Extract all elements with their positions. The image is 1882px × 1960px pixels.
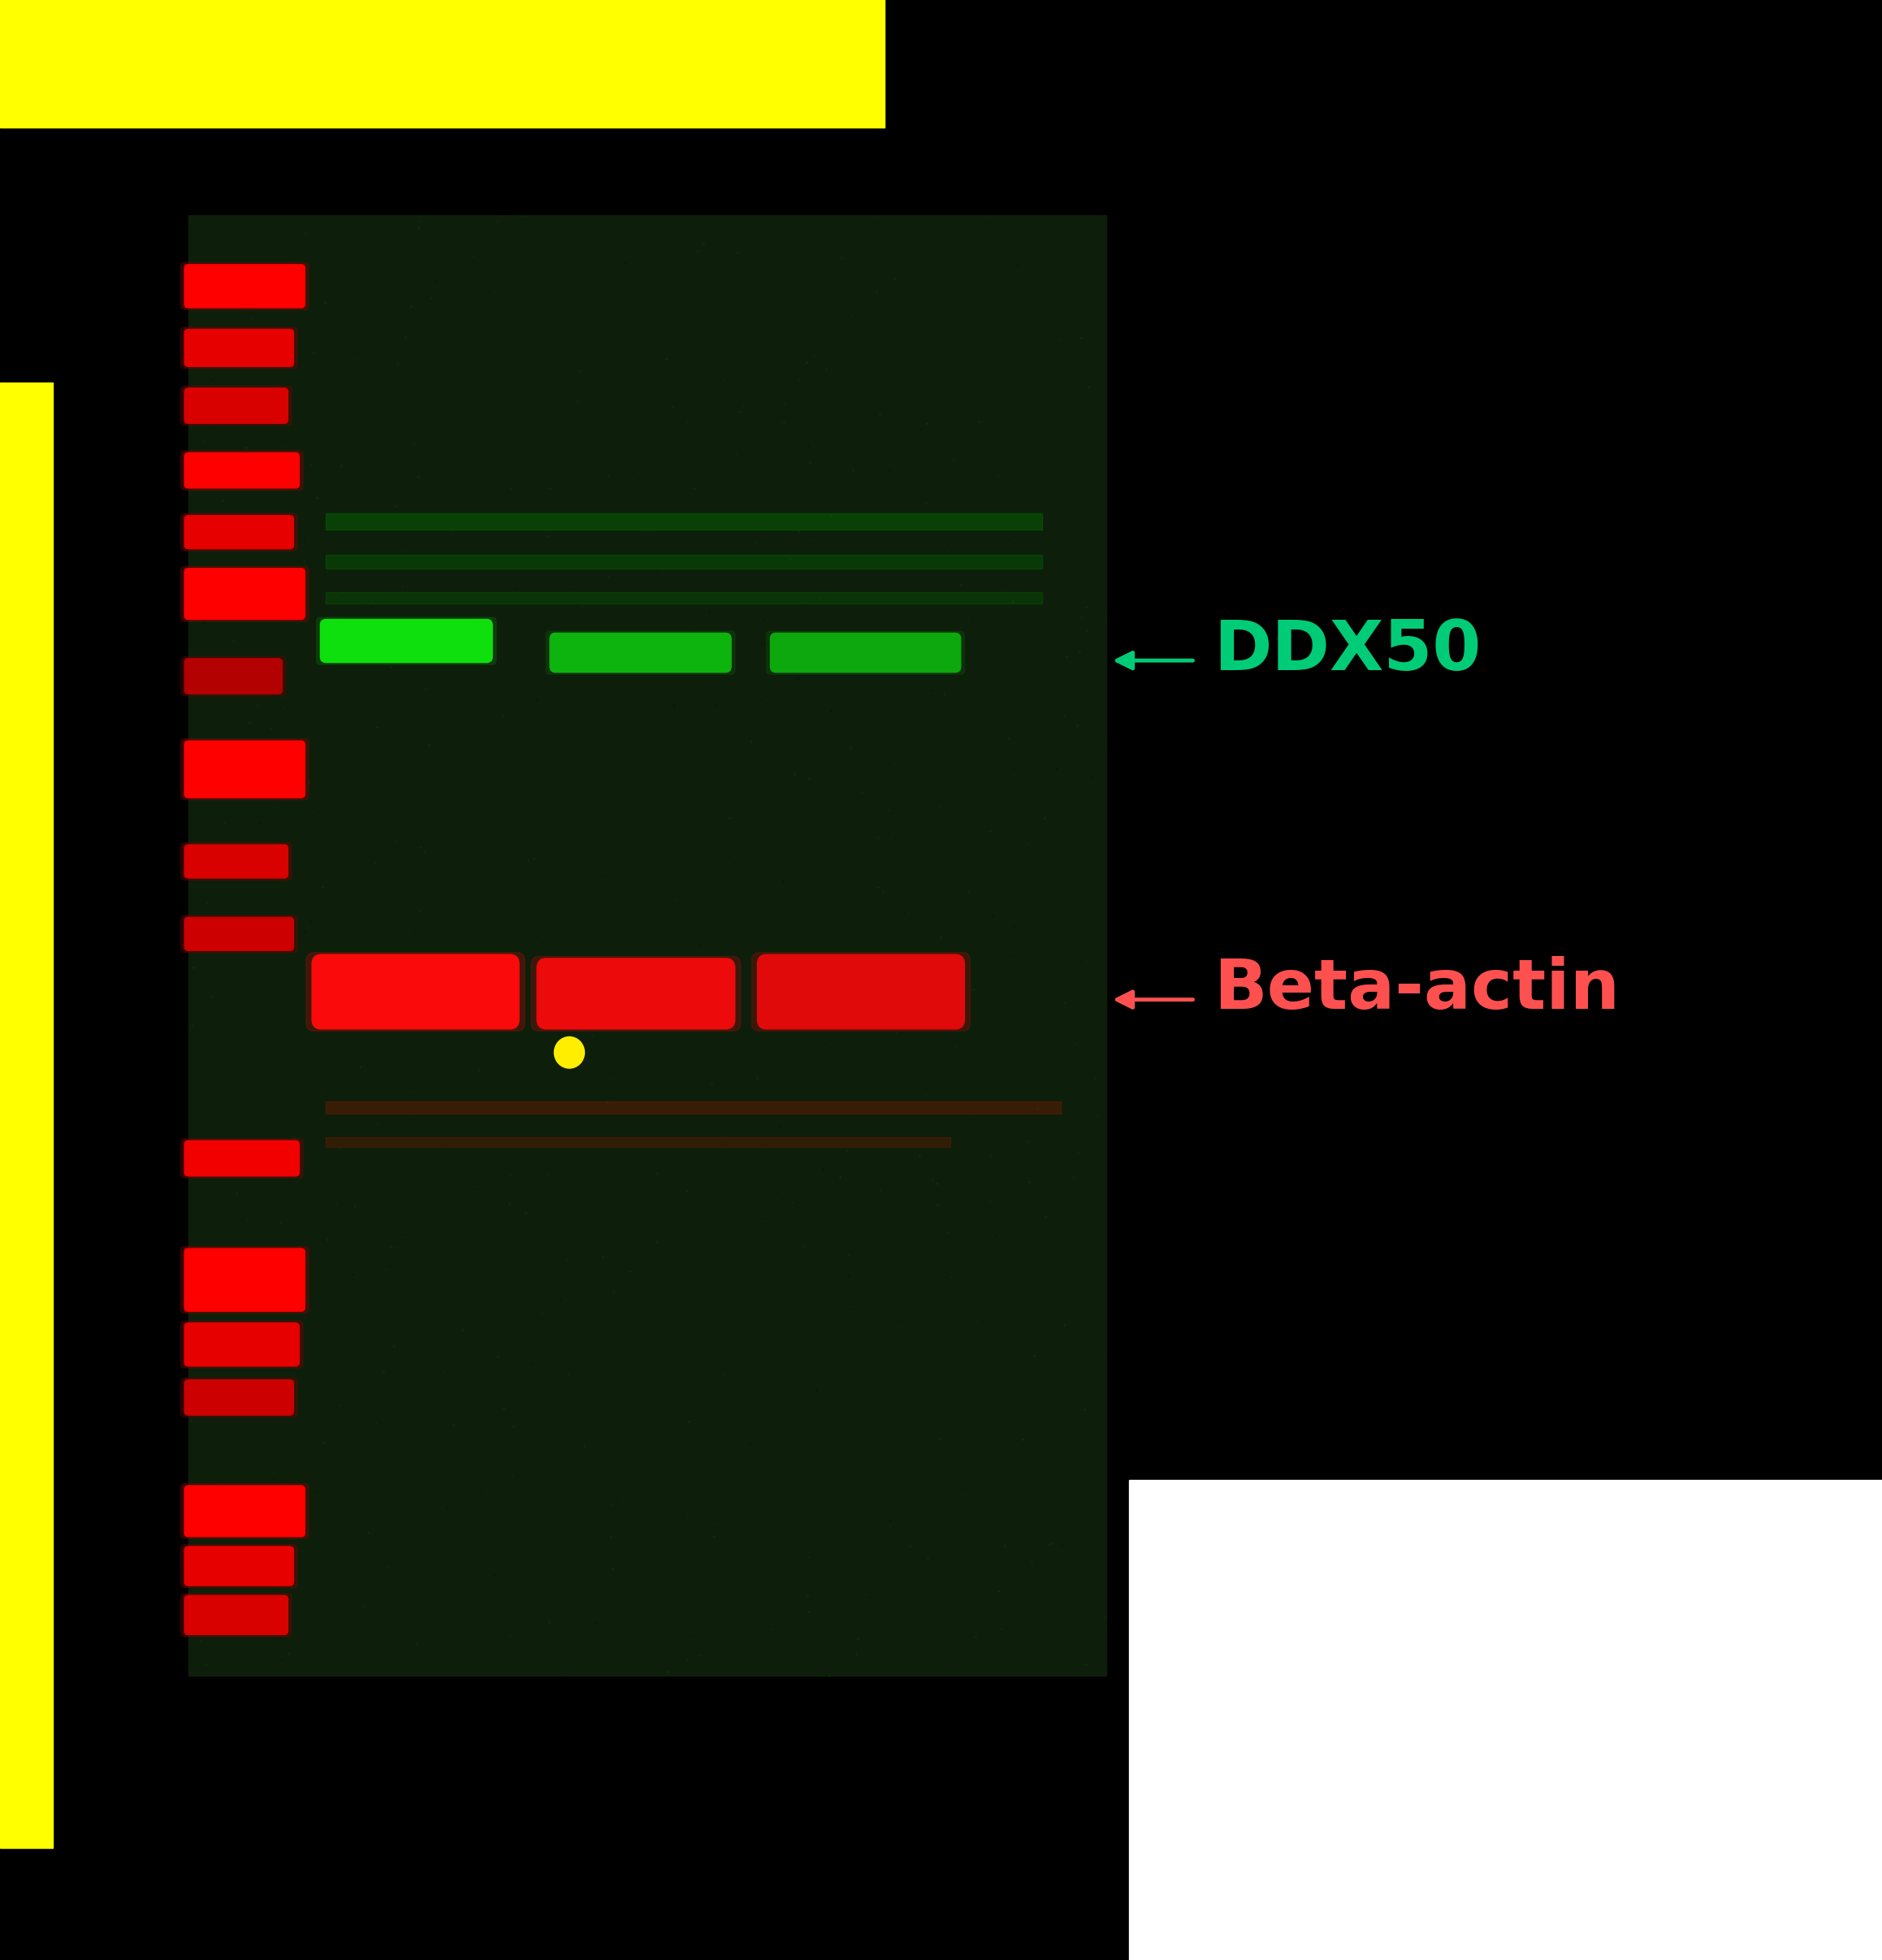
FancyBboxPatch shape [184, 453, 299, 488]
FancyBboxPatch shape [184, 1323, 299, 1366]
Bar [326, 514, 1043, 529]
FancyBboxPatch shape [770, 633, 960, 672]
FancyBboxPatch shape [181, 1593, 292, 1637]
FancyBboxPatch shape [184, 659, 282, 694]
Bar [0, 0, 885, 127]
FancyBboxPatch shape [184, 1546, 294, 1586]
FancyBboxPatch shape [184, 388, 288, 423]
FancyBboxPatch shape [184, 1380, 294, 1415]
FancyBboxPatch shape [184, 1249, 305, 1311]
FancyBboxPatch shape [181, 566, 309, 621]
FancyBboxPatch shape [181, 1378, 297, 1417]
FancyBboxPatch shape [316, 617, 497, 664]
FancyBboxPatch shape [184, 917, 294, 951]
FancyBboxPatch shape [181, 843, 292, 880]
FancyBboxPatch shape [751, 953, 969, 1031]
FancyBboxPatch shape [181, 915, 297, 953]
FancyBboxPatch shape [181, 263, 309, 310]
FancyBboxPatch shape [184, 329, 294, 367]
FancyBboxPatch shape [184, 265, 305, 308]
FancyBboxPatch shape [184, 1141, 299, 1176]
Bar [326, 592, 1043, 604]
FancyBboxPatch shape [181, 514, 297, 551]
FancyBboxPatch shape [181, 1544, 297, 1588]
Bar [0, 382, 53, 1848]
FancyBboxPatch shape [320, 619, 493, 662]
Bar [188, 216, 1107, 1676]
FancyBboxPatch shape [181, 657, 286, 696]
FancyBboxPatch shape [184, 845, 288, 878]
FancyBboxPatch shape [184, 741, 305, 798]
FancyBboxPatch shape [181, 327, 297, 368]
FancyBboxPatch shape [312, 955, 519, 1029]
Text: Beta-actin: Beta-actin [1214, 956, 1620, 1023]
FancyBboxPatch shape [531, 956, 740, 1031]
FancyBboxPatch shape [181, 739, 309, 800]
Bar [1129, 1480, 1882, 1960]
FancyBboxPatch shape [307, 953, 525, 1031]
FancyBboxPatch shape [181, 386, 292, 425]
Circle shape [555, 1037, 585, 1068]
Bar [326, 1137, 950, 1147]
FancyBboxPatch shape [181, 1321, 303, 1368]
FancyBboxPatch shape [184, 515, 294, 549]
FancyBboxPatch shape [181, 1247, 309, 1313]
Bar [326, 555, 1043, 568]
FancyBboxPatch shape [184, 1486, 305, 1537]
FancyBboxPatch shape [546, 631, 734, 674]
FancyBboxPatch shape [550, 633, 730, 672]
Bar [326, 1102, 1061, 1113]
FancyBboxPatch shape [184, 568, 305, 619]
Text: DDX50: DDX50 [1214, 617, 1481, 684]
FancyBboxPatch shape [757, 955, 964, 1029]
FancyBboxPatch shape [536, 958, 734, 1029]
FancyBboxPatch shape [766, 631, 964, 674]
FancyBboxPatch shape [181, 1139, 303, 1178]
FancyBboxPatch shape [181, 451, 303, 490]
FancyBboxPatch shape [184, 1595, 288, 1635]
FancyBboxPatch shape [181, 1484, 309, 1539]
